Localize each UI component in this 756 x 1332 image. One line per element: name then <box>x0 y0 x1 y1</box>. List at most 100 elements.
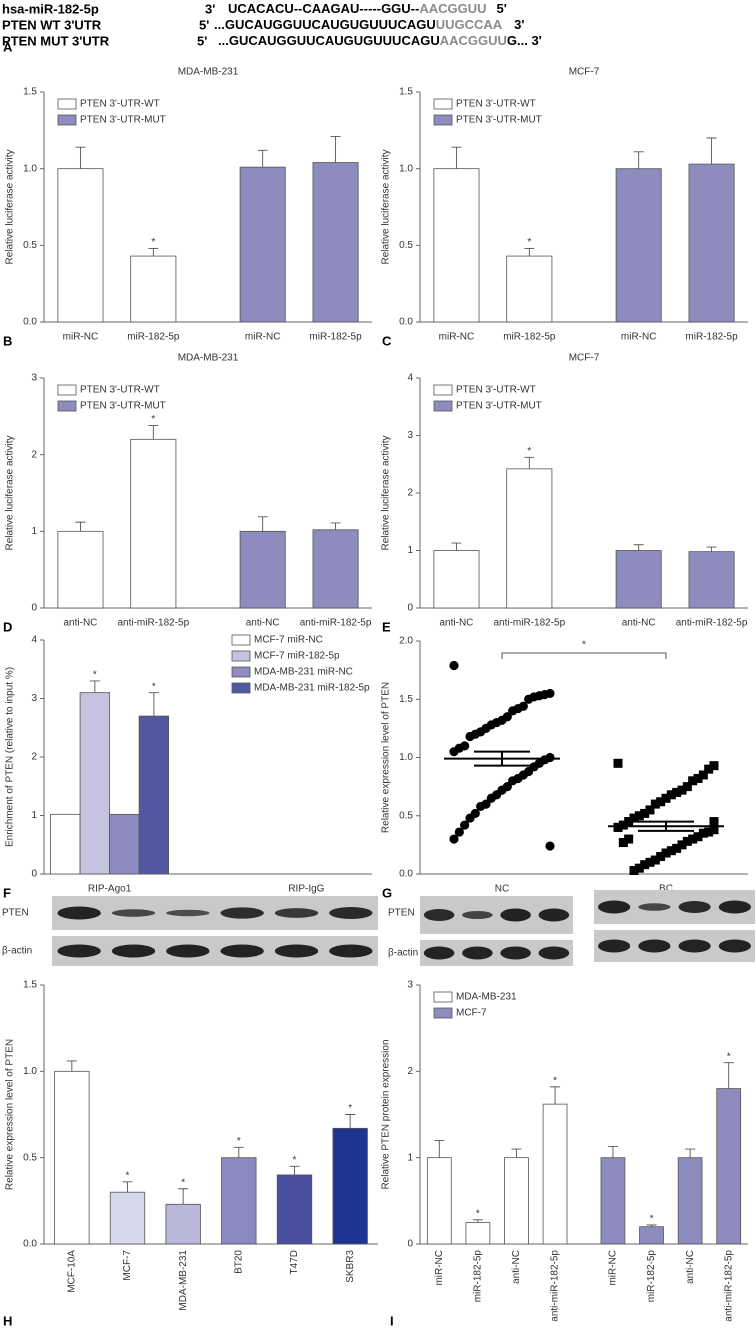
data-point <box>656 852 666 862</box>
y-axis-label: Enrichment of PTEN (relative to input %) <box>5 667 16 847</box>
bar <box>54 1070 90 1245</box>
seed-region: AACGGUU <box>440 33 507 48</box>
bar <box>109 1191 146 1245</box>
x-tick-label: miR-182-5p <box>309 332 362 343</box>
blot-band <box>423 946 455 960</box>
legend-label: PTEN 3'-UTR-MUT <box>80 401 166 412</box>
y-tick-label: 1.0 <box>23 1066 37 1077</box>
x-tick-label: miR-NC <box>63 332 99 343</box>
panel-letter: D <box>3 619 12 634</box>
blot-band <box>678 939 711 953</box>
legend-label: PTEN 3'-UTR-MUT <box>456 115 542 126</box>
bar <box>615 550 662 609</box>
data-point <box>682 782 692 792</box>
bar <box>239 166 286 323</box>
data-point <box>677 840 687 850</box>
bar <box>504 1157 529 1245</box>
blot-band <box>538 946 570 960</box>
data-point <box>486 793 496 803</box>
error-bar <box>550 1086 561 1105</box>
blot-band <box>678 901 711 913</box>
bar <box>130 255 177 323</box>
blot-band <box>57 944 101 958</box>
y-tick-label: 3 <box>407 430 413 441</box>
legend-label: MCF-7 <box>456 1008 487 1019</box>
bar <box>221 1157 257 1245</box>
legend-swatch <box>57 98 77 110</box>
data-point <box>449 834 459 844</box>
data-point <box>465 731 475 742</box>
x-tick-label: miR-182-5p <box>685 332 738 343</box>
error-bar <box>75 521 86 532</box>
y-tick-label: 0.0 <box>399 317 413 328</box>
legend-swatch <box>433 1007 453 1019</box>
sequence-name: PTEN WT 3'UTR <box>2 17 102 32</box>
bar <box>57 530 104 609</box>
x-tick-label: anti-NC <box>511 1250 522 1284</box>
error-bar <box>451 542 462 551</box>
significance-mark: * <box>181 1177 185 1188</box>
x-tick-label: miR-182-5p <box>473 1250 484 1303</box>
x-tick-label: anti-miR-182-5p <box>300 618 372 629</box>
bar <box>332 1127 368 1245</box>
x-tick-label: NC <box>495 884 509 895</box>
data-point <box>629 813 639 823</box>
bar <box>639 1226 664 1245</box>
data-point <box>618 820 628 830</box>
blot-band <box>538 908 570 922</box>
x-tick-label: MCF-7 <box>122 1250 133 1281</box>
y-axis-label: Relative expression level of PTEN <box>381 682 392 833</box>
data-point <box>688 834 698 844</box>
x-tick-label: SKBR3 <box>345 1250 356 1283</box>
data-point <box>624 834 634 844</box>
bar <box>600 1157 626 1245</box>
legend-label: MCF-7 miR-NC <box>254 635 323 646</box>
y-tick-label: 4 <box>407 373 413 384</box>
data-point <box>460 820 470 830</box>
x-tick-label: anti-miR-182-5p <box>493 618 565 629</box>
sequence: UCACACU--CAAGAU-----GGU--AACGGUU 5' <box>228 1 507 16</box>
data-point <box>661 848 671 858</box>
bar <box>50 813 81 875</box>
chart-title: MCF-7 <box>569 353 600 364</box>
blot-band <box>500 946 531 960</box>
data-point <box>672 843 682 853</box>
legend-label: PTEN 3'-UTR-WT <box>456 385 536 396</box>
legend-swatch <box>57 114 77 126</box>
seed-region: AACGGUU <box>419 1 486 16</box>
error-bar <box>289 1165 300 1175</box>
error-bar <box>148 247 159 257</box>
y-tick-label: 1 <box>31 810 37 821</box>
data-point <box>618 838 628 848</box>
significance-mark: * <box>126 1170 130 1181</box>
chart-title: MDA-MB-231 <box>178 67 239 78</box>
data-point <box>704 827 714 837</box>
legend-label: PTEN 3'-UTR-MUT <box>80 115 166 126</box>
data-point <box>672 787 682 797</box>
bar <box>716 1088 742 1245</box>
legend-label: PTEN 3'-UTR-MUT <box>456 401 542 412</box>
y-tick-label: 1 <box>407 1152 413 1163</box>
y-tick-label: 2.0 <box>399 636 413 647</box>
bar <box>130 438 177 609</box>
x-tick-label: miR-182-5p <box>646 1250 657 1303</box>
sequence: ...GUCAUGGUUCAUGUGUUUCAGUAACGGUUG... 3' <box>218 33 542 48</box>
significance-mark: * <box>152 681 156 692</box>
error-bar <box>633 151 644 169</box>
legend-swatch <box>231 634 251 646</box>
y-tick-label: 1.0 <box>399 752 413 763</box>
sequence-end: G... 3' <box>507 33 542 48</box>
data-point <box>449 747 459 757</box>
x-tick-label: RIP-IgG <box>288 884 324 895</box>
significance-mark: * <box>151 237 155 248</box>
x-tick-label: anti-NC <box>685 1250 696 1284</box>
y-tick-label: 0.5 <box>399 240 413 251</box>
y-axis-label: Relative luciferase activity <box>5 149 16 264</box>
blot-band <box>500 908 531 922</box>
legend-label: MDA-MB-231 <box>456 992 517 1003</box>
error-bar <box>706 546 717 552</box>
blot-band <box>598 939 631 953</box>
data-point <box>698 828 708 838</box>
sequence-body: UCACACU--CAAGAU-----GGU-- <box>228 1 419 16</box>
